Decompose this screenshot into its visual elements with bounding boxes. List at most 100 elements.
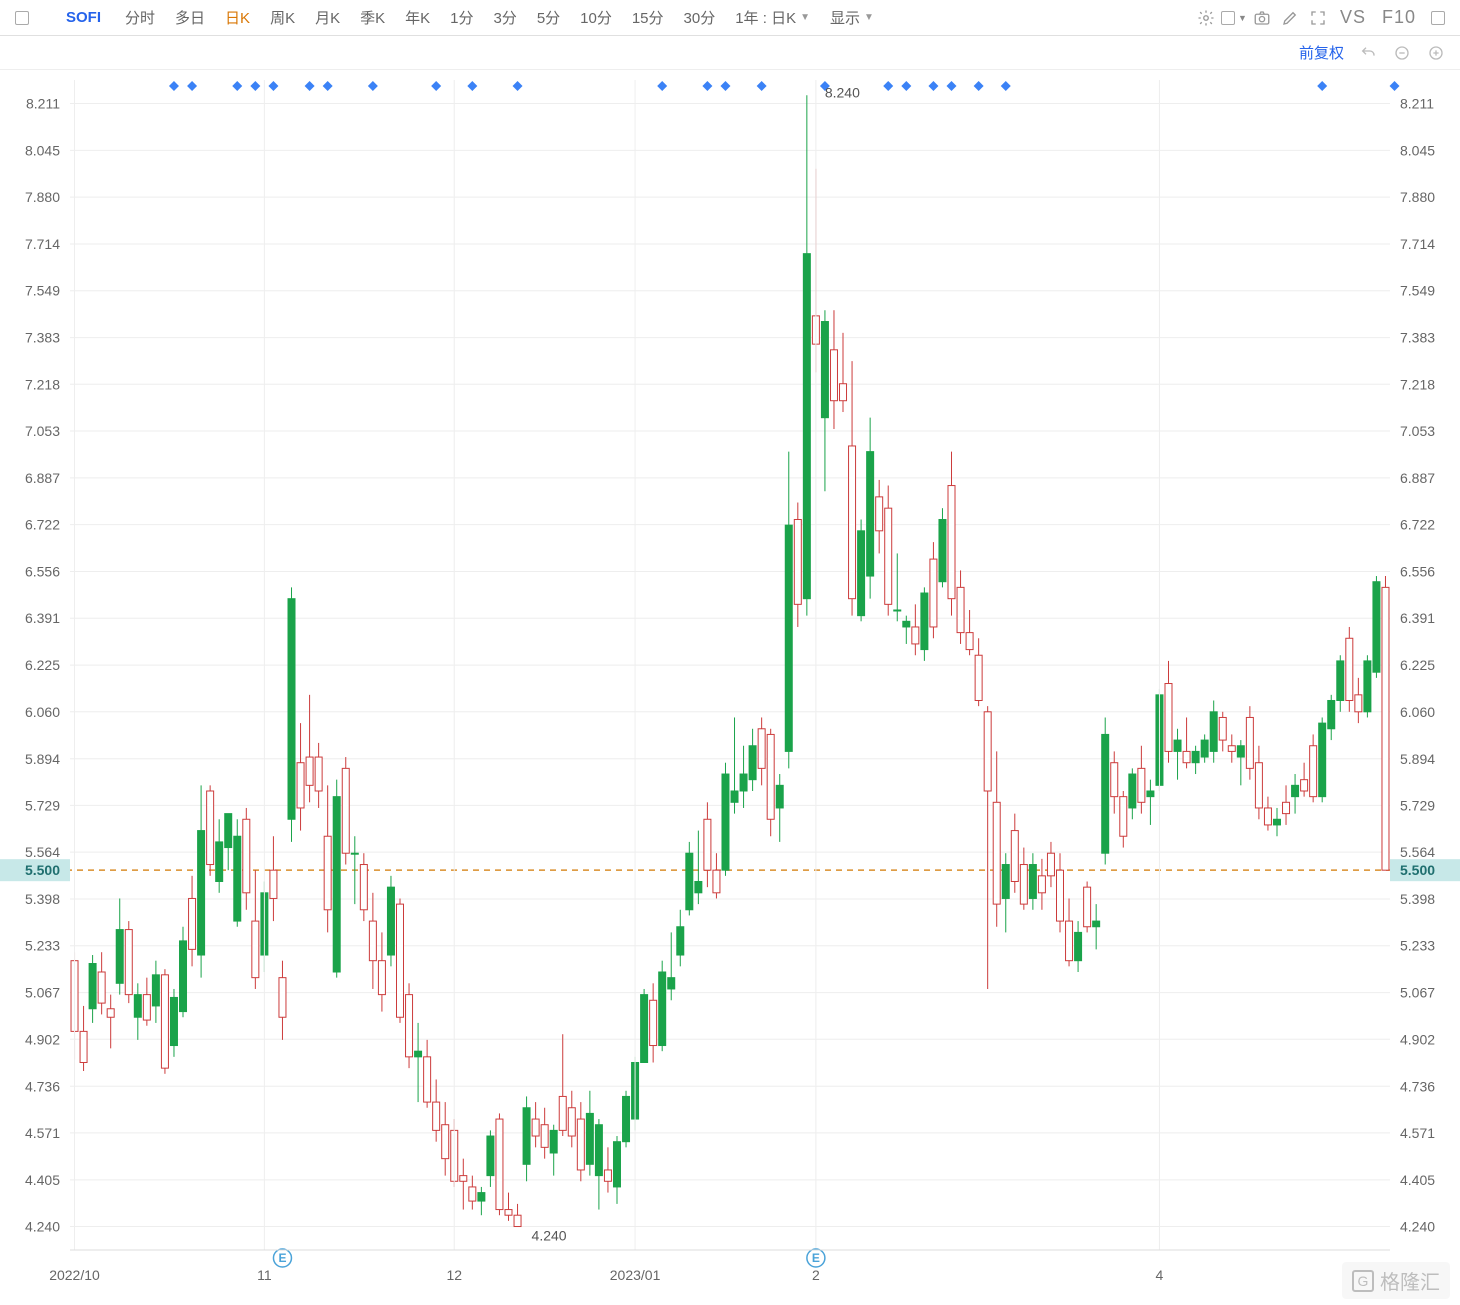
fullscreen-icon[interactable] (1304, 4, 1332, 32)
svg-text:5.894: 5.894 (1400, 751, 1435, 767)
timeframe-tab[interactable]: 周K (260, 10, 305, 27)
timeframe-tab[interactable]: 日K (215, 10, 260, 27)
svg-text:8.240: 8.240 (825, 84, 860, 100)
toolbar: SOFI 分时多日日K周K月K季K年K1分3分5分10分15分30分 1年 : … (0, 0, 1460, 36)
svg-text:4.240: 4.240 (1400, 1219, 1435, 1235)
svg-text:4.902: 4.902 (1400, 1031, 1435, 1047)
svg-text:2022/10: 2022/10 (49, 1267, 100, 1283)
chart-area[interactable]: 8.211 8.211 8.045 8.045 7.880 7.880 7.714 7.714… (0, 70, 1460, 1305)
rect-select-icon[interactable]: ▼ (1220, 4, 1248, 32)
zoom-in-icon[interactable] (1426, 43, 1446, 63)
svg-text:2: 2 (812, 1267, 820, 1283)
undo-icon[interactable] (1358, 43, 1378, 63)
pencil-icon[interactable] (1276, 4, 1304, 32)
svg-text:5.564: 5.564 (1400, 844, 1435, 860)
svg-text:7.383: 7.383 (1400, 330, 1435, 346)
svg-text:7.053: 7.053 (1400, 423, 1435, 439)
svg-text:5.233: 5.233 (1400, 938, 1435, 954)
svg-text:8.211: 8.211 (1400, 95, 1434, 111)
svg-text:6.225: 6.225 (25, 657, 60, 673)
svg-text:7.549: 7.549 (25, 283, 60, 299)
ticker-symbol[interactable]: SOFI (36, 9, 115, 26)
timeframe-tab[interactable]: 10分 (570, 10, 622, 27)
svg-text:6.722: 6.722 (25, 517, 60, 533)
svg-text:11: 11 (257, 1267, 272, 1283)
svg-text:E: E (278, 1251, 286, 1265)
square-icon[interactable] (1424, 4, 1452, 32)
timeframe-tab[interactable]: 30分 (674, 10, 726, 27)
timeframe-tab[interactable]: 15分 (622, 10, 674, 27)
chevron-down-icon: ▼ (800, 12, 810, 23)
svg-text:8.045: 8.045 (25, 142, 60, 158)
svg-text:5.729: 5.729 (1400, 797, 1435, 813)
svg-text:2023/01: 2023/01 (610, 1267, 661, 1283)
svg-text:5.500: 5.500 (1400, 862, 1435, 878)
svg-text:6.887: 6.887 (25, 470, 60, 486)
svg-text:5.067: 5.067 (25, 985, 60, 1001)
svg-text:7.218: 7.218 (25, 376, 60, 392)
chevron-down-icon: ▼ (864, 12, 874, 23)
watermark: G 格隆汇 (1342, 1262, 1450, 1299)
svg-text:6.556: 6.556 (1400, 564, 1435, 580)
svg-text:4.571: 4.571 (25, 1125, 60, 1141)
svg-text:5.233: 5.233 (25, 938, 60, 954)
svg-text:4.571: 4.571 (1400, 1125, 1435, 1141)
svg-text:5.500: 5.500 (25, 862, 60, 878)
svg-text:7.880: 7.880 (25, 189, 60, 205)
svg-text:4.240: 4.240 (25, 1219, 60, 1235)
zoom-out-icon[interactable] (1392, 43, 1412, 63)
svg-text:5.564: 5.564 (25, 844, 60, 860)
svg-text:12: 12 (446, 1267, 462, 1283)
gear-icon[interactable] (1192, 4, 1220, 32)
svg-text:5.398: 5.398 (1400, 891, 1435, 907)
svg-text:5.894: 5.894 (25, 751, 60, 767)
camera-icon[interactable] (1248, 4, 1276, 32)
svg-text:7.218: 7.218 (1400, 376, 1435, 392)
svg-text:4.240: 4.240 (532, 1228, 567, 1244)
display-selector[interactable]: 显示▼ (820, 7, 884, 28)
menu-icon[interactable] (8, 4, 36, 32)
svg-text:4: 4 (1156, 1267, 1164, 1283)
svg-text:4.736: 4.736 (1400, 1078, 1435, 1094)
svg-text:7.714: 7.714 (1400, 236, 1435, 252)
svg-text:4.405: 4.405 (25, 1172, 60, 1188)
svg-text:4.736: 4.736 (25, 1078, 60, 1094)
candlestick-chart[interactable]: 8.211 8.211 8.045 8.045 7.880 7.880 7.714 7.714… (0, 70, 1460, 1305)
svg-text:6.225: 6.225 (1400, 657, 1435, 673)
svg-text:4.902: 4.902 (25, 1031, 60, 1047)
svg-text:7.549: 7.549 (1400, 283, 1435, 299)
timeframe-tab[interactable]: 5分 (527, 10, 570, 27)
adjust-selector[interactable]: 前复权 (1299, 42, 1344, 63)
svg-text:5.729: 5.729 (25, 797, 60, 813)
watermark-text: 格隆汇 (1380, 1266, 1440, 1295)
timeframe-tab[interactable]: 月K (305, 10, 350, 27)
svg-text:6.556: 6.556 (25, 564, 60, 580)
svg-text:6.391: 6.391 (1400, 610, 1435, 626)
svg-text:4.405: 4.405 (1400, 1172, 1435, 1188)
svg-text:6.887: 6.887 (1400, 470, 1435, 486)
svg-text:6.722: 6.722 (1400, 517, 1435, 533)
sub-toolbar: 前复权 (0, 36, 1460, 70)
svg-text:8.045: 8.045 (1400, 142, 1435, 158)
timeframe-tab[interactable]: 分时 (115, 10, 165, 27)
svg-text:6.060: 6.060 (1400, 704, 1435, 720)
svg-text:E: E (812, 1251, 820, 1265)
svg-text:5.398: 5.398 (25, 891, 60, 907)
svg-text:7.383: 7.383 (25, 330, 60, 346)
timeframe-tab[interactable]: 多日 (165, 10, 215, 27)
timeframe-tab[interactable]: 年K (395, 10, 440, 27)
f10-button[interactable]: F10 (1374, 7, 1424, 28)
svg-text:6.060: 6.060 (25, 704, 60, 720)
svg-text:8.211: 8.211 (26, 95, 60, 111)
timeframe-tab[interactable]: 3分 (483, 10, 526, 27)
range-selector[interactable]: 1年 : 日K▼ (725, 7, 820, 28)
vs-button[interactable]: VS (1332, 7, 1374, 28)
timeframe-tab[interactable]: 季K (350, 10, 395, 27)
timeframe-tab[interactable]: 1分 (440, 10, 483, 27)
svg-text:6.391: 6.391 (25, 610, 60, 626)
svg-text:7.880: 7.880 (1400, 189, 1435, 205)
watermark-logo-icon: G (1352, 1270, 1374, 1292)
svg-text:5.067: 5.067 (1400, 985, 1435, 1001)
svg-text:7.714: 7.714 (25, 236, 60, 252)
svg-text:7.053: 7.053 (25, 423, 60, 439)
